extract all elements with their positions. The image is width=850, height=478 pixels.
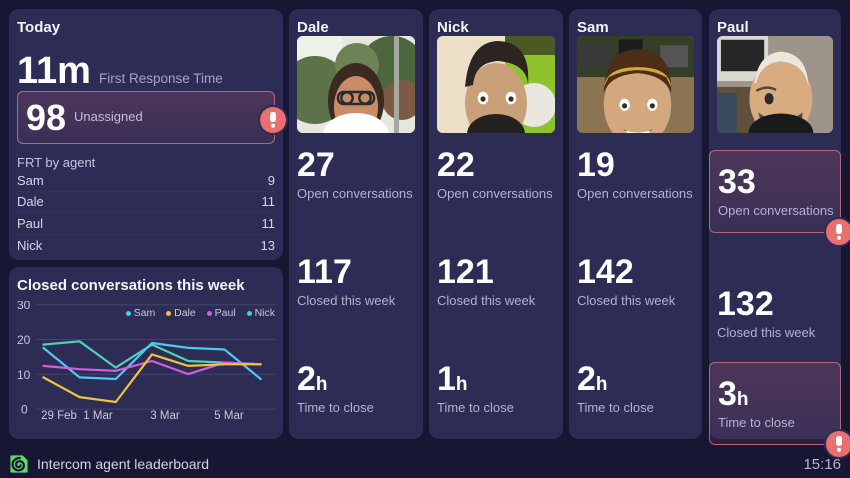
svg-text:30: 30: [17, 301, 31, 312]
svg-text:0: 0: [21, 403, 28, 417]
svg-text:20: 20: [17, 333, 31, 347]
svg-text:29 Feb: 29 Feb: [41, 410, 77, 419]
svg-text:3 Mar: 3 Mar: [150, 410, 180, 419]
svg-text:5 Mar: 5 Mar: [214, 410, 244, 419]
svg-text:1 Mar: 1 Mar: [83, 410, 113, 419]
svg-text:10: 10: [17, 368, 31, 382]
